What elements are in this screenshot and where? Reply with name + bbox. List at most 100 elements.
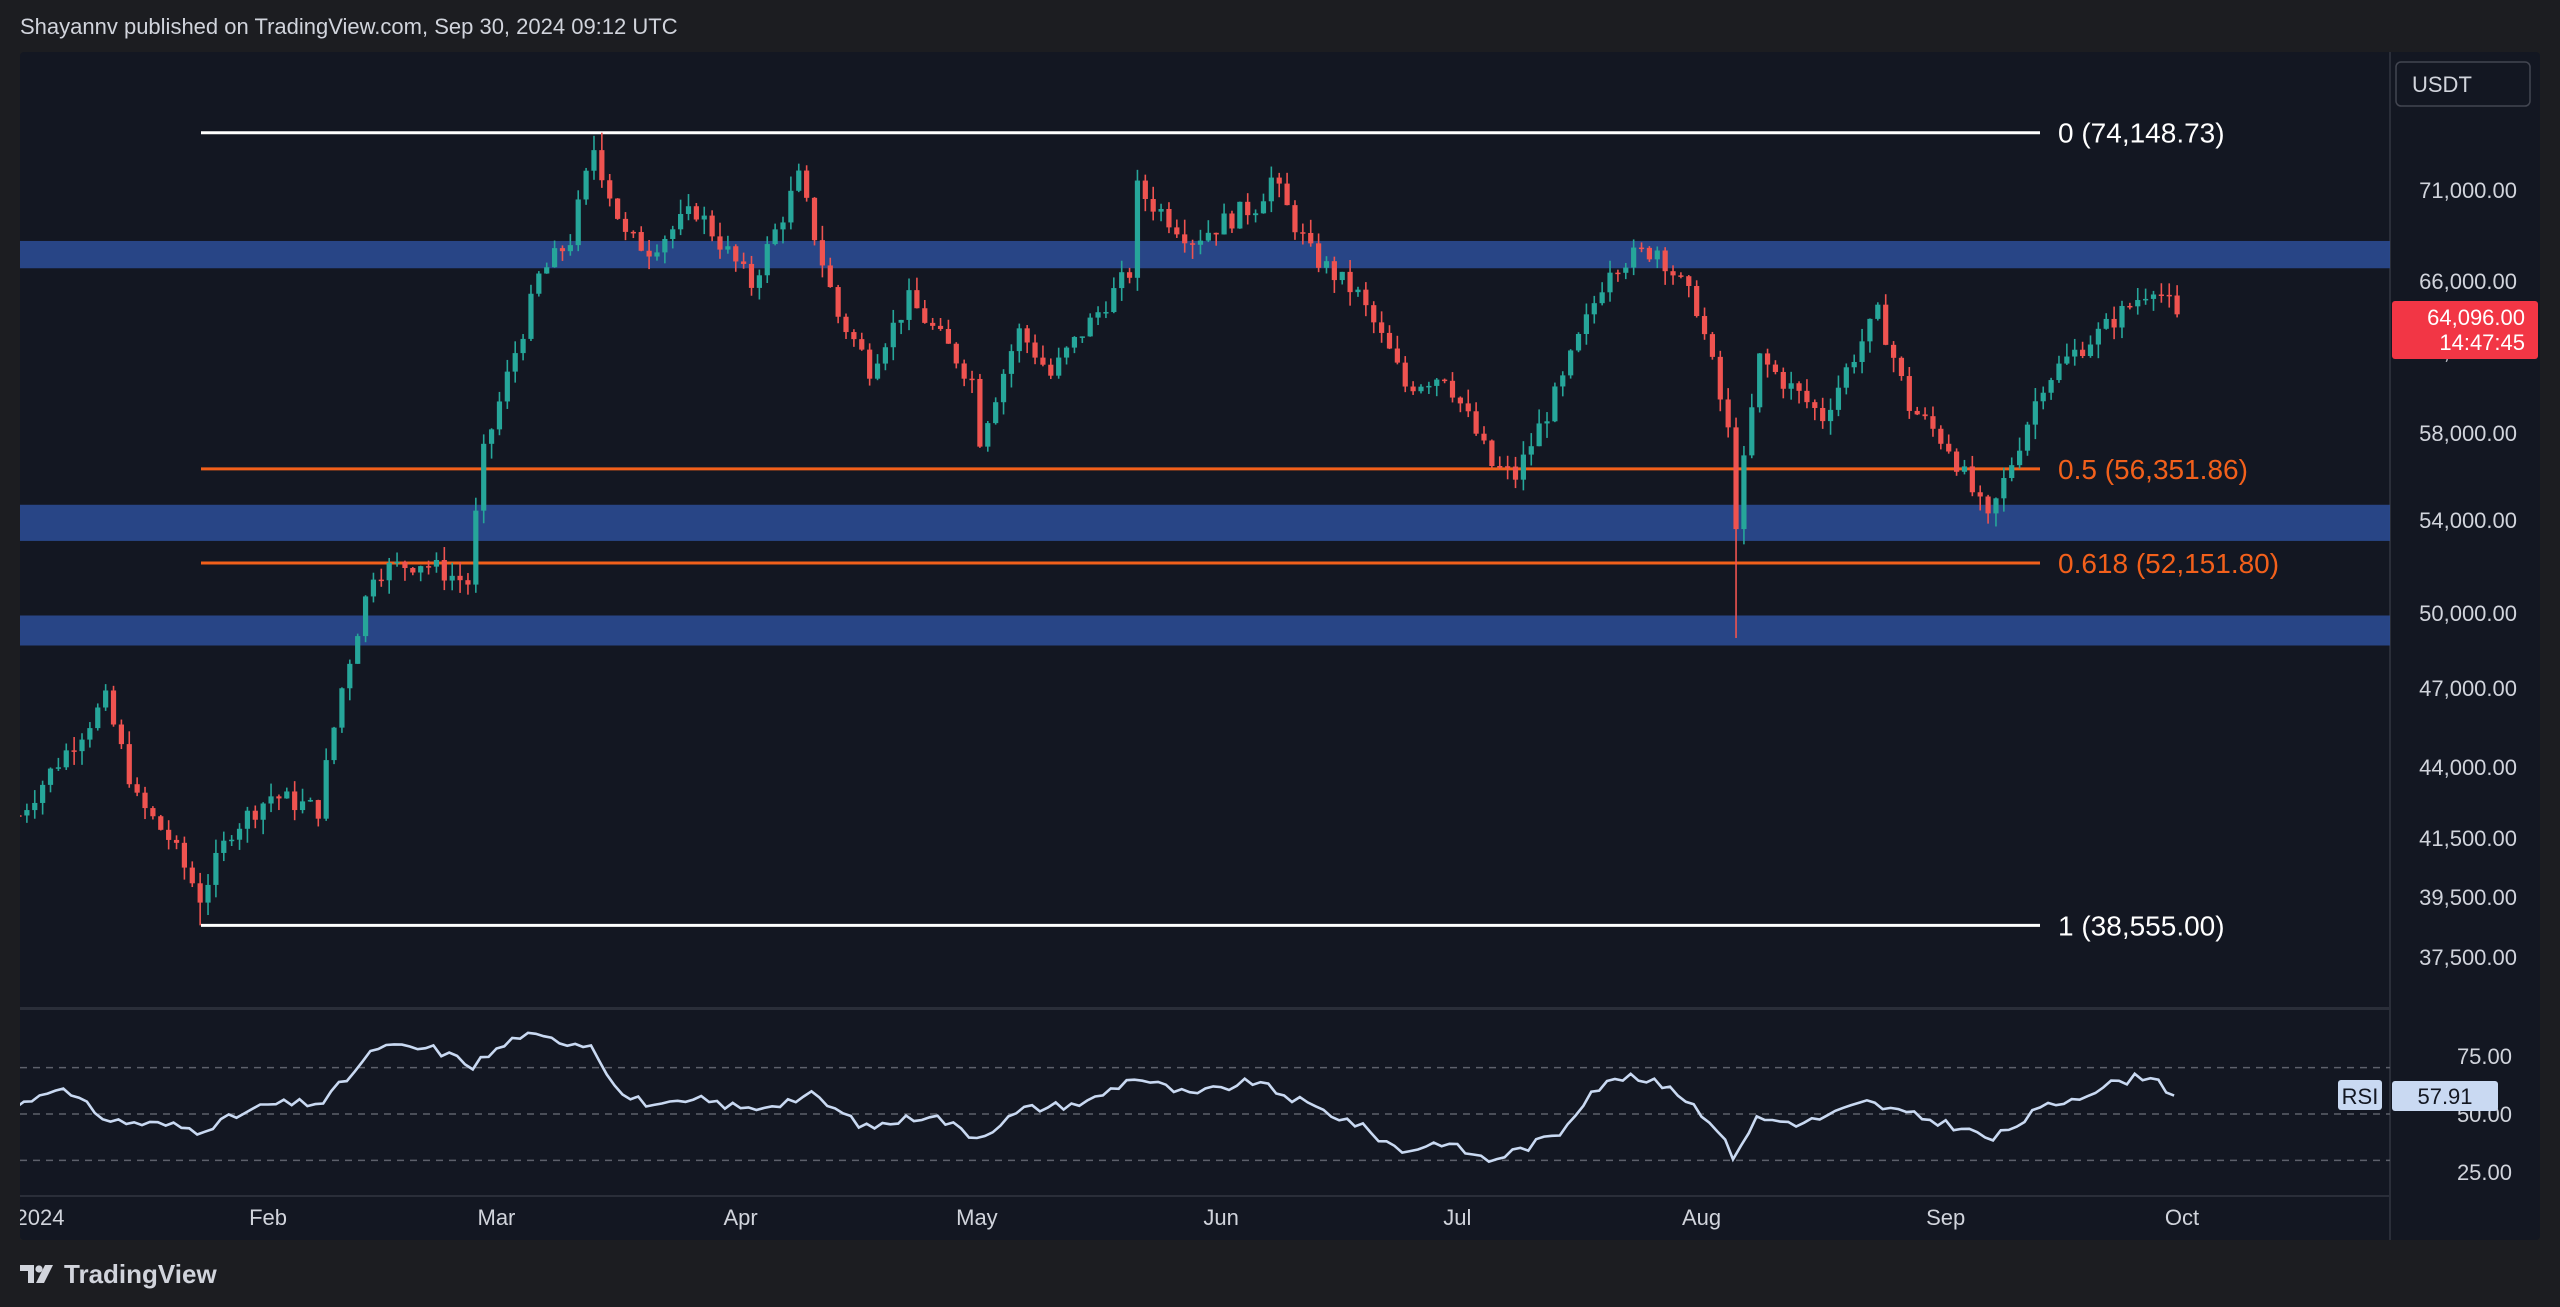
candle <box>370 572 377 603</box>
candle <box>205 874 211 915</box>
candle-body <box>197 883 203 903</box>
candle-body <box>1568 350 1574 376</box>
candle <box>717 222 723 259</box>
candle-body <box>1875 304 1881 319</box>
candle-body <box>843 316 849 333</box>
candle-body <box>772 229 778 245</box>
candle-body <box>142 792 148 809</box>
tradingview-logo-icon <box>20 1265 53 1283</box>
candle <box>583 167 589 205</box>
candle-body <box>969 378 975 381</box>
candle-body <box>1772 364 1779 372</box>
candle <box>1678 272 1684 279</box>
chart-frame[interactable]: 0 (74,148.73) 0.5 (56,351.86) 0.618 (52,15… <box>20 52 2540 1240</box>
candle-body <box>1851 361 1857 368</box>
candle <box>1150 186 1156 221</box>
candle <box>2009 457 2015 482</box>
candle-body <box>457 575 463 581</box>
candle-body <box>1820 407 1826 422</box>
candle <box>1953 448 1960 476</box>
candle <box>166 820 172 850</box>
candle-body <box>1544 421 1550 424</box>
candle <box>1725 388 1731 438</box>
candle <box>1717 350 1723 412</box>
candle <box>1843 363 1849 395</box>
candle-body <box>355 636 361 664</box>
candle-body <box>126 744 132 785</box>
candle <box>1544 412 1550 438</box>
currency-button[interactable]: USDT <box>2395 61 2531 107</box>
candle-body <box>898 319 904 323</box>
candle-body <box>1331 261 1337 281</box>
candle <box>1505 455 1511 480</box>
candle <box>1457 396 1463 413</box>
candle-body <box>1906 376 1912 411</box>
candle <box>118 719 124 750</box>
candle <box>599 132 605 188</box>
candle-body <box>1835 387 1842 410</box>
candle-body <box>2072 349 2078 357</box>
candle <box>977 373 983 448</box>
candle <box>1583 303 1589 345</box>
candle-body <box>1796 383 1802 391</box>
candle-body <box>662 238 668 253</box>
candle-body <box>2080 349 2086 356</box>
candle <box>575 190 581 252</box>
candle <box>2127 302 2133 310</box>
candle-body <box>40 784 46 803</box>
zone-band-3 <box>20 615 2390 646</box>
candle <box>402 560 408 581</box>
candle-body <box>1552 386 1558 422</box>
candle <box>1898 356 1905 381</box>
tradingview-footer[interactable]: TradingView <box>20 1256 217 1292</box>
candle <box>756 269 762 300</box>
candle-body <box>433 560 440 567</box>
candle <box>772 223 778 246</box>
candle <box>1875 302 1881 321</box>
candle-body <box>1386 332 1393 349</box>
candle <box>819 225 825 278</box>
candle <box>103 684 109 711</box>
candle-body <box>1890 344 1897 358</box>
candle <box>2024 421 2031 456</box>
candle <box>433 552 440 573</box>
candle-body <box>874 363 881 379</box>
candle-body <box>229 839 235 842</box>
candle-body <box>1780 371 1786 389</box>
candle-body <box>1284 183 1290 206</box>
candle <box>890 309 896 361</box>
candle-body <box>307 800 314 802</box>
candle-body <box>748 263 755 288</box>
candle-body <box>1709 334 1716 357</box>
fib-label-2: 0.618 (52,151.80) <box>2058 548 2279 579</box>
candle-body <box>796 170 802 191</box>
candle <box>654 244 660 261</box>
candle-body <box>1252 213 1259 216</box>
price-chart[interactable]: 0 (74,148.73) 0.5 (56,351.86) 0.618 (52,15… <box>20 52 2540 1240</box>
candle <box>2150 290 2157 311</box>
candle-body <box>615 198 621 219</box>
candle <box>1686 275 1692 298</box>
candle-body <box>1119 272 1125 289</box>
candle <box>969 370 975 394</box>
candle-body <box>1575 333 1582 351</box>
candle <box>646 239 652 270</box>
candle <box>1930 406 1936 437</box>
candle <box>418 565 424 582</box>
candle <box>2166 283 2172 308</box>
candle-body <box>630 231 636 234</box>
candle <box>591 135 597 180</box>
time-tick: Feb <box>249 1205 287 1230</box>
candle <box>473 497 479 593</box>
candle <box>1308 219 1314 247</box>
candle-body <box>512 353 518 372</box>
candle-body <box>2016 450 2023 466</box>
candle <box>79 733 85 765</box>
candle <box>1142 174 1148 212</box>
candle <box>1465 389 1471 418</box>
candle-body <box>914 290 920 309</box>
candle <box>1827 398 1834 435</box>
candle-body <box>922 308 928 323</box>
last-price-badge <box>2392 301 2538 359</box>
candle-body <box>693 206 699 220</box>
